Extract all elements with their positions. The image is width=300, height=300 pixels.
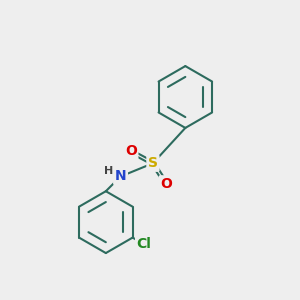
Text: H: H — [103, 166, 113, 176]
Text: O: O — [160, 177, 172, 191]
Text: N: N — [115, 169, 126, 184]
Text: Cl: Cl — [136, 237, 152, 251]
Text: O: O — [125, 145, 137, 158]
Text: S: S — [148, 156, 158, 170]
